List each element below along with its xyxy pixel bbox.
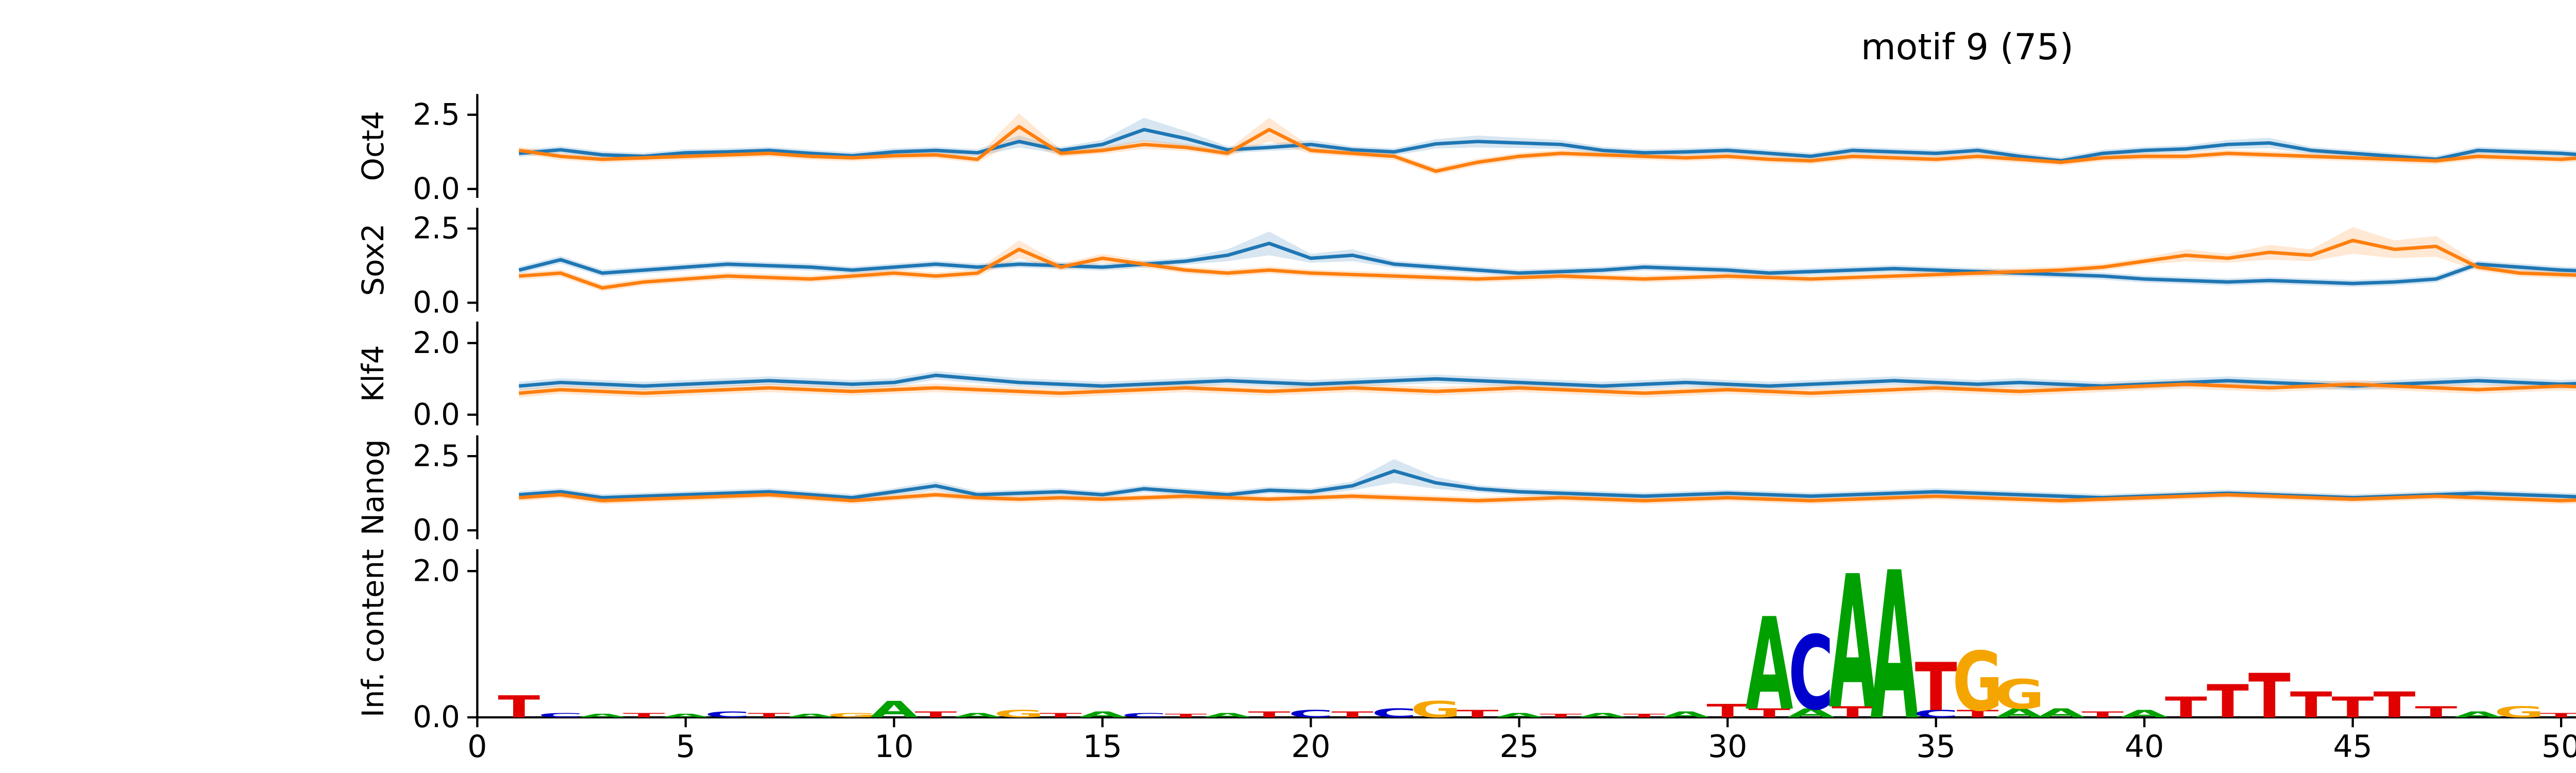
line-blue — [519, 469, 2576, 500]
panel-oct4-ytick-label: 2.5 — [413, 97, 460, 132]
xtick-label: 50 — [2541, 729, 2576, 765]
logo-letter-A: A — [787, 713, 835, 718]
logo-letter-T: T — [1748, 706, 1790, 720]
logo-letter-A: A — [662, 713, 709, 718]
panel-klf4-ytick-label: 0.0 — [413, 397, 460, 432]
logo-letter-T: T — [1248, 710, 1290, 719]
band-blue — [519, 117, 2576, 164]
xtick-label: 5 — [676, 729, 696, 765]
line-orange — [519, 382, 2576, 395]
panel-nanog-ylabel: Nanog — [356, 439, 391, 535]
logo-letter-G: G — [827, 712, 877, 719]
logo-letter-T: T — [2207, 675, 2249, 728]
panel-logo-ylabel: Inf. content — [356, 549, 391, 717]
logo-letter-A: A — [2037, 706, 2085, 720]
logo-letter-C: C — [1122, 712, 1167, 719]
logo-letter-T: T — [2081, 710, 2124, 719]
panel-sox2-ytick-label: 0.0 — [413, 285, 460, 320]
logo-letter-T: T — [1832, 703, 1874, 721]
panel-logo-ytick-label: 0.0 — [413, 700, 460, 734]
logo-letter-T: T — [1540, 713, 1582, 718]
logo-letter-T: T — [1165, 713, 1207, 718]
logo-letter-T: T — [2248, 661, 2291, 732]
band-blue — [519, 459, 2576, 501]
logo-letter-C: C — [705, 710, 750, 719]
logo-letter-T: T — [2540, 712, 2576, 719]
logo-letter-T: T — [748, 712, 790, 719]
logo-letter-T: T — [1623, 713, 1666, 718]
logo-letter-A: A — [1078, 710, 1126, 719]
logo-letter-A: A — [1829, 537, 1877, 750]
xtick-label: 25 — [1500, 729, 1539, 765]
logo-letter-G: G — [1994, 671, 2044, 718]
logo-letter-G: G — [1411, 697, 1462, 722]
logo-letter-T: T — [1706, 700, 1749, 721]
panel-sox2-ytick-label: 2.5 — [413, 211, 460, 246]
logo-letter-A: A — [1579, 712, 1626, 719]
logo-letter-A: A — [1745, 591, 1793, 738]
line-orange — [519, 239, 2576, 290]
logo-letter-T: T — [2374, 685, 2416, 726]
line-blue — [518, 241, 2576, 285]
panel-nanog-ytick-label: 2.5 — [413, 439, 460, 473]
xtick-label: 15 — [1083, 729, 1122, 765]
xtick-label: 45 — [2333, 729, 2372, 765]
xtick-label: 20 — [1291, 729, 1330, 765]
logo-letter-G: G — [1952, 635, 2003, 730]
logo-letter-A: A — [954, 712, 1002, 719]
xtick-label: 40 — [2125, 729, 2164, 765]
logo-letter-T: T — [1456, 708, 1499, 720]
logo-letter-A: A — [2454, 710, 2502, 719]
panel-logo-ytick-label: 2.0 — [413, 553, 460, 588]
logo-letter-A: A — [1787, 706, 1835, 720]
logo-letter-C: C — [1788, 615, 1834, 733]
panel-sox2-ylabel: Sox2 — [356, 224, 391, 296]
logo-letter-T: T — [914, 710, 957, 719]
line-blue — [519, 373, 2576, 388]
logo-letter-T: T — [1957, 708, 1999, 720]
logo-letter-T: T — [498, 690, 540, 725]
logo-letter-G: G — [2494, 703, 2545, 721]
line-orange — [519, 493, 2576, 502]
panel-nanog-ytick-label: 0.0 — [413, 513, 460, 547]
logo-letter-T: T — [623, 712, 665, 719]
panel-klf4-ylabel: Klf4 — [356, 345, 391, 402]
logo-letter-C: C — [538, 712, 583, 719]
panel-oct4-ytick-label: 0.0 — [413, 172, 460, 206]
logo-letter-C: C — [1913, 708, 1959, 720]
line-orange — [518, 125, 2576, 173]
logo-letter-T: T — [1915, 649, 1957, 726]
xtick-label: 30 — [1708, 729, 1747, 765]
xtick-label: 35 — [1917, 729, 1956, 765]
line-blue — [519, 128, 2576, 163]
xtick-label: 10 — [874, 729, 913, 765]
logo-letter-A: A — [1995, 706, 2043, 720]
logo-letter-A: A — [1495, 712, 1543, 719]
logo-letter-A: A — [2121, 708, 2168, 720]
logo-letter-A: A — [1204, 712, 1251, 719]
logo-letter-A: A — [870, 697, 918, 722]
logo-letter-C: C — [1371, 706, 1417, 720]
logo-letter-T: T — [1040, 712, 1082, 719]
logo-letter-T: T — [2415, 703, 2458, 721]
logo-letter-G: G — [994, 708, 1044, 720]
logo-letter-A: A — [1662, 710, 1710, 719]
logo-letter-T: T — [2332, 691, 2374, 724]
xtick-label: 0 — [467, 729, 487, 765]
panel-klf4-ytick-label: 2.0 — [413, 326, 460, 360]
logo-letter-T: T — [2290, 685, 2332, 726]
logo-letter-C: C — [1288, 708, 1333, 720]
logo-letter-T: T — [2165, 691, 2207, 724]
figure-title: motif 9 (75) — [1861, 26, 2074, 68]
logo-letter-A: A — [579, 713, 626, 718]
logo-letter-A: A — [1870, 529, 1919, 766]
logo-letter-T: T — [1331, 710, 1374, 719]
panel-oct4-ylabel: Oct4 — [356, 111, 391, 181]
